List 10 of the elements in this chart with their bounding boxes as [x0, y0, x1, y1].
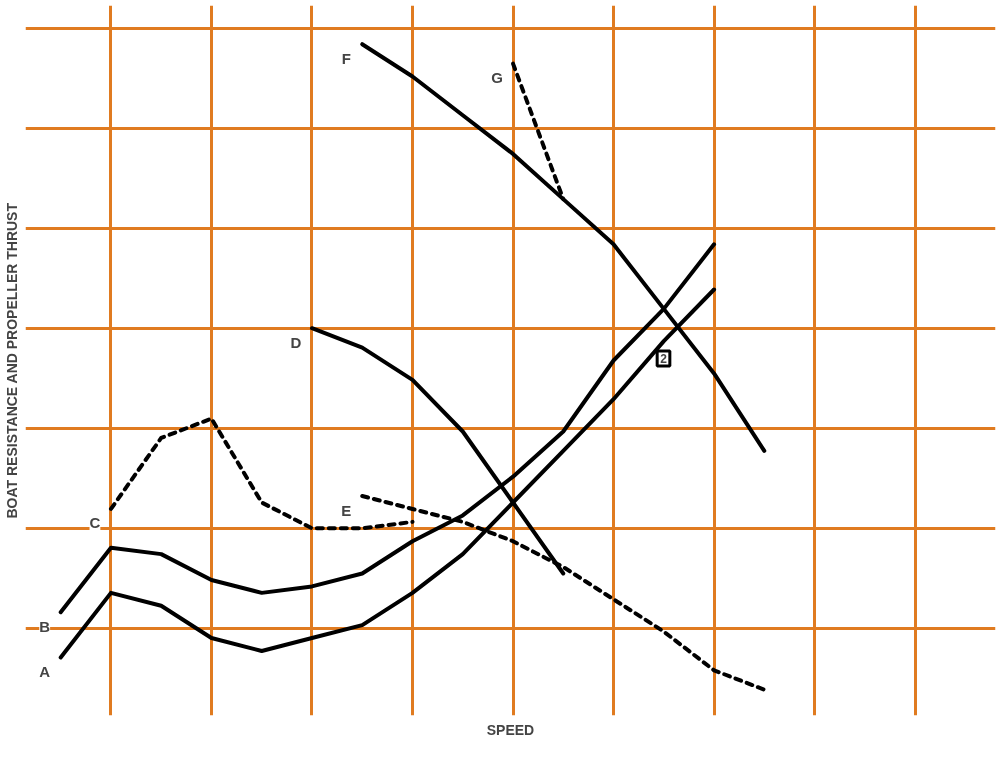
series-label: F [341, 49, 351, 67]
series-label: C [89, 514, 101, 532]
series-label: G [491, 69, 503, 87]
y-axis-title: BOAT RESISTANCE AND PROPELLER THRUST [3, 202, 20, 519]
series-label: E [341, 501, 352, 519]
series-label: D [290, 333, 302, 351]
series-label: A [39, 662, 51, 680]
series-label: B [39, 617, 51, 635]
annotation: 2 [660, 352, 668, 366]
x-axis-title: SPEED [486, 721, 535, 738]
